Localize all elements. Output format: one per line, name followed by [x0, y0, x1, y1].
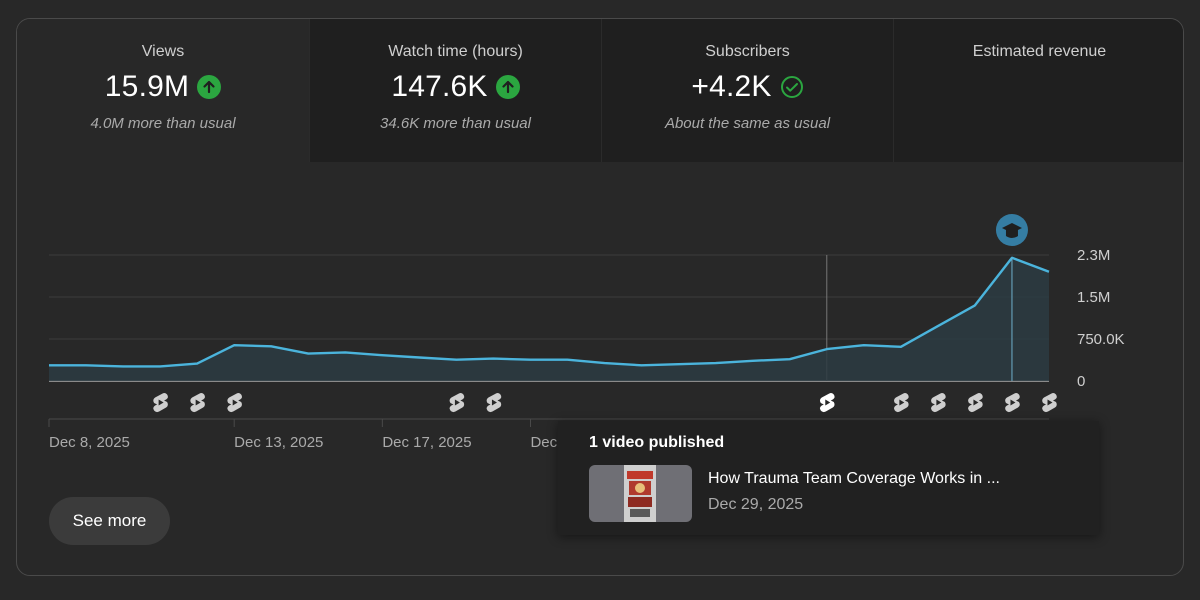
shorts-icon[interactable]	[153, 392, 168, 413]
tooltip-title: 1 video published	[589, 434, 725, 451]
x-tick-label: Dec 13, 2025	[234, 434, 323, 451]
shorts-play	[825, 399, 831, 406]
shorts-play	[195, 399, 201, 406]
y-tick-label: 0	[1077, 373, 1085, 390]
tab-views[interactable]: Views 15.9M 4.0M more than usual	[17, 19, 309, 162]
shorts-icon[interactable]	[894, 392, 909, 413]
shorts-play	[232, 399, 238, 406]
metric-label: Watch time (hours)	[388, 43, 523, 60]
metric-value: +4.2K	[691, 70, 772, 103]
published-video-tooltip: 1 video published How Trauma Team Covera…	[558, 421, 1099, 535]
metric-value: 15.9M	[104, 70, 190, 103]
arrow-up-icon	[197, 75, 222, 99]
shorts-icon[interactable]	[1042, 392, 1057, 413]
views-chart[interactable]: 2.3M 1.5M 750.0K 0 Dec 8, 2025 Dec 13, 2025 De…	[17, 19, 1184, 479]
metric-note: 34.6K more than usual	[380, 115, 531, 132]
metric-note: 4.0M more than usual	[90, 115, 236, 132]
shorts-play	[491, 399, 497, 406]
shorts-icon[interactable]	[190, 392, 205, 413]
shorts-play	[1047, 399, 1053, 406]
shorts-icon[interactable]	[449, 392, 465, 413]
shorts-play	[1010, 399, 1016, 406]
tab-watch-time[interactable]: Watch time (hours) 147.6K 34.6K more tha…	[309, 19, 601, 162]
x-tick-label: Dec 17, 2025	[382, 434, 471, 451]
y-tick-label: 750.0K	[1077, 331, 1125, 348]
tab-subscribers[interactable]: Subscribers +4.2K About the same as usua…	[601, 19, 893, 162]
views-line	[49, 256, 1050, 368]
shorts-play	[973, 399, 979, 406]
y-tick-label: 1.5M	[1077, 289, 1110, 306]
x-tick-label: Dec 8, 2025	[49, 434, 130, 451]
views-area	[49, 257, 1049, 381]
check-circle-icon	[780, 75, 804, 99]
video-date: Dec 29, 2025	[708, 496, 804, 513]
shorts-icon[interactable]	[931, 392, 946, 413]
metric-note: About the same as usual	[664, 115, 831, 132]
shorts-play	[899, 399, 905, 406]
video-thumbnail[interactable]	[589, 465, 692, 522]
metric-label: Views	[141, 43, 185, 60]
shorts-play	[454, 399, 460, 406]
tab-estimated-revenue[interactable]: Estimated revenue	[893, 19, 1183, 162]
shorts-icon[interactable]	[486, 392, 502, 413]
thumbnail-poster	[624, 465, 656, 522]
metric-label: Estimated revenue	[972, 43, 1107, 60]
video-title[interactable]: How Trauma Team Coverage Works in ...	[708, 470, 1000, 487]
shorts-play	[158, 399, 164, 406]
shorts-icon[interactable]	[1005, 392, 1020, 413]
analytics-card: Views 15.9M 4.0M more than usual Watch t…	[16, 18, 1184, 576]
see-more-button[interactable]: See more	[49, 497, 170, 545]
shorts-icon[interactable]	[227, 392, 242, 413]
metric-tabs: Views 15.9M 4.0M more than usual Watch t…	[17, 19, 1183, 162]
y-tick-label: 2.3M	[1077, 247, 1110, 264]
shorts-icon[interactable]	[968, 392, 983, 413]
cap-base	[1005, 230, 1018, 238]
arrow-up-icon	[495, 75, 520, 99]
shorts-play	[936, 399, 942, 406]
shorts-icon[interactable]	[819, 392, 835, 413]
metric-label: Subscribers	[705, 43, 790, 60]
published-video-item[interactable]: How Trauma Team Coverage Works in ... De…	[589, 463, 1079, 523]
metric-value: 147.6K	[391, 70, 488, 103]
